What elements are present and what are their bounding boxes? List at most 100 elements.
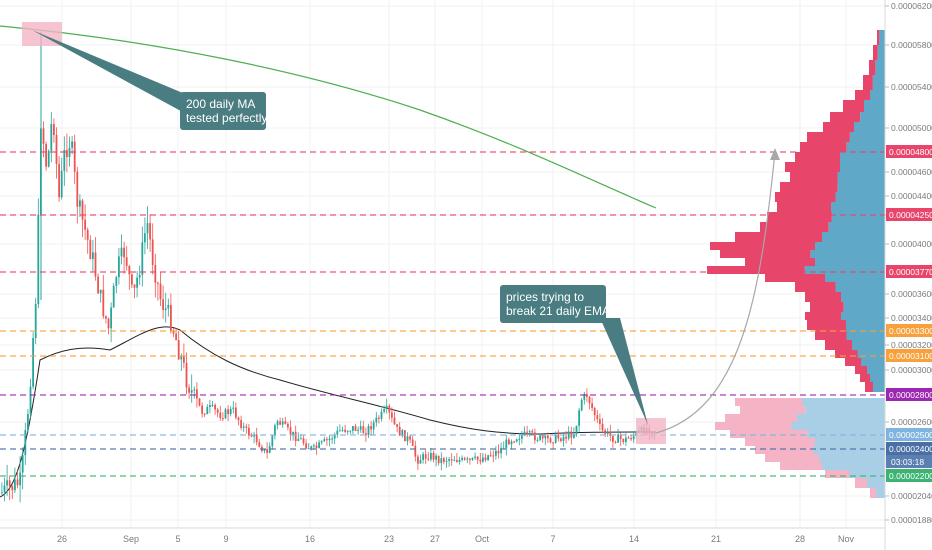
candle-body <box>227 409 229 415</box>
x-tick-label: 21 <box>711 534 721 544</box>
candle-body <box>281 421 284 425</box>
candle-body <box>47 150 50 167</box>
level-badge-label: 0.00002800 <box>889 390 932 400</box>
candle-body <box>515 439 518 442</box>
candle-body <box>422 454 424 460</box>
candle-body <box>531 431 534 433</box>
candle-body <box>133 284 136 288</box>
vp-buy-bar <box>846 330 885 340</box>
candle-body <box>128 266 131 275</box>
candle-body <box>193 389 196 391</box>
vp-sell-bar <box>720 250 811 258</box>
candle-body <box>612 435 614 442</box>
candle-body <box>180 356 183 360</box>
candle-body <box>105 316 107 319</box>
candle-body <box>86 229 89 240</box>
y-tick-label: 0.00005400 <box>891 82 932 92</box>
candle-body <box>136 277 138 288</box>
candle-body <box>604 430 606 434</box>
level-badge <box>886 469 932 482</box>
vp-buy-bar <box>835 282 885 292</box>
candle-body <box>466 458 469 460</box>
candle-body <box>125 257 128 267</box>
vp-sell-bar <box>740 406 806 414</box>
candle-body <box>175 333 177 341</box>
vp-buy-bar <box>861 358 885 366</box>
x-tick-label: Oct <box>475 534 490 544</box>
volume-profile <box>707 30 885 498</box>
candle-body <box>417 456 419 464</box>
candle-body <box>154 264 157 283</box>
candle-body <box>339 430 341 432</box>
candle-body <box>206 406 209 415</box>
callout-box <box>500 285 606 323</box>
y-tick-label: 0.00006200 <box>891 1 932 11</box>
level-badge-label: 0.00003100 <box>889 351 932 361</box>
candle-body <box>453 460 456 462</box>
candle-body <box>526 431 528 433</box>
y-tick-label: 0.00003400 <box>891 313 932 323</box>
vp-buy-bar <box>810 250 885 258</box>
candle-body <box>622 439 625 443</box>
vp-buy-bar <box>846 320 885 330</box>
candle-body <box>391 412 393 418</box>
vp-sell-bar <box>725 414 797 422</box>
candle-body <box>456 460 458 462</box>
level-badge <box>886 208 932 221</box>
level-badge-label: 0.00002200 <box>889 471 932 481</box>
vp-buy-bar <box>849 470 885 478</box>
vp-sell-bar <box>855 90 870 100</box>
candle-body <box>573 434 575 438</box>
candle-body <box>323 439 326 442</box>
candle-body <box>437 455 440 464</box>
candle-body <box>341 429 344 431</box>
candles <box>1 32 656 503</box>
candle-body <box>8 480 11 487</box>
candle-body <box>565 436 567 439</box>
candle-body <box>318 442 320 449</box>
callout-text: 200 daily MA <box>186 97 255 111</box>
vp-sell-bar <box>760 222 829 232</box>
candle-body <box>162 299 164 310</box>
level-badge <box>886 428 932 441</box>
candle-body <box>404 430 406 442</box>
level-badge-label: 0.00002400 <box>889 444 932 454</box>
candle-body <box>102 289 105 317</box>
candle-body <box>471 457 474 460</box>
candle-body <box>359 426 362 430</box>
vp-sell-bar <box>845 358 861 366</box>
candle-body <box>562 436 565 441</box>
vp-buy-bar <box>813 446 885 454</box>
candle-body <box>450 459 453 461</box>
candle-body <box>149 223 151 240</box>
x-tick-label: 14 <box>629 534 639 544</box>
candle-body <box>94 252 97 277</box>
candle-body <box>115 277 118 287</box>
level-badge <box>886 145 932 158</box>
vp-sell-bar <box>745 258 815 266</box>
candle-body <box>297 438 300 441</box>
candle-body <box>276 421 279 426</box>
candle-body <box>214 404 216 410</box>
candle-body <box>424 454 427 459</box>
candle-body <box>492 455 495 457</box>
level-badge-label: 0.00004800 <box>889 147 932 157</box>
vp-sell-bar <box>765 274 825 282</box>
x-tick-label: Sep <box>123 534 139 544</box>
candle-body <box>131 274 133 285</box>
candle-body <box>11 486 14 491</box>
vp-buy-bar <box>875 60 885 75</box>
candle-body <box>627 437 630 439</box>
candle-body <box>625 437 627 443</box>
candle-body <box>258 442 261 447</box>
candle-body <box>167 304 170 309</box>
candle-body <box>523 431 526 435</box>
vp-sell-bar <box>860 374 870 382</box>
vp-buy-bar <box>849 132 885 142</box>
candle-body <box>489 455 492 457</box>
vp-sell-bar <box>795 282 836 292</box>
candle-body <box>536 439 539 441</box>
candle-body <box>73 141 76 172</box>
candle-body <box>539 435 541 440</box>
